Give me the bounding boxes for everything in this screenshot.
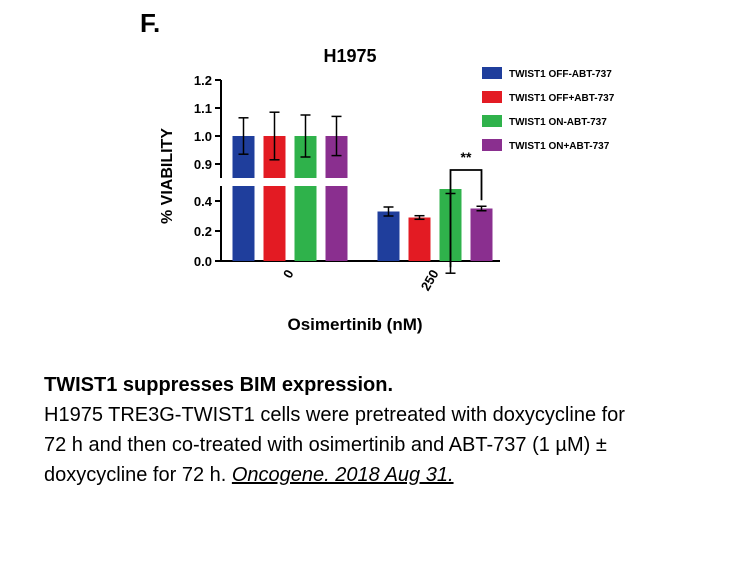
axis-break [213,179,500,185]
bar [377,211,400,261]
bar [232,186,255,261]
y-tick-label: 0.9 [194,157,212,172]
annotations: ** [449,149,483,268]
figure-caption: TWIST1 suppresses BIM expression. H1975 … [44,370,750,490]
bars [232,136,493,261]
bar-chart: H1975 % VIABILITY Osimertinib (nM) 0.0 0.… [159,46,615,334]
caption-line-3-text: doxycycline for 72 h. [44,464,232,486]
x-tick-label: 0 [280,267,297,281]
bar [263,186,286,261]
bar [325,136,348,178]
caption-title: TWIST1 suppresses BIM expression. [44,374,393,396]
bar [325,186,348,261]
bar [232,136,255,178]
x-tick-label: 250 [418,267,442,293]
caption-line-1: H1975 TRE3G-TWIST1 cells were pretreated… [44,404,625,426]
legend-label: TWIST1 OFF+ABT-737 [509,93,615,104]
bar [470,208,493,261]
significance-bracket [449,169,483,268]
legend: TWIST1 OFF-ABT-737 TWIST1 OFF+ABT-737 TWIS… [482,67,615,152]
legend-label: TWIST1 ON-ABT-737 [509,117,607,128]
chart-title: H1975 [323,46,376,66]
bar [408,217,431,261]
y-tick-label: 0.4 [194,194,213,209]
legend-label: TWIST1 OFF-ABT-737 [509,69,612,80]
legend-swatch [482,67,502,79]
legend-swatch [482,139,502,151]
y-tick-label: 0.2 [194,224,212,239]
legend-label: TWIST1 ON+ABT-737 [509,141,610,152]
y-axis-label: % VIABILITY [159,128,176,224]
citation-link[interactable]: Oncogene. 2018 Aug 31. [231,464,454,486]
bar [294,186,317,261]
legend-swatch [482,115,502,127]
caption-line-2: 72 h and then co-treated with osimertini… [44,434,607,456]
panel-label: F. [140,8,161,38]
x-axis-label: Osimertinib (nM) [287,315,422,334]
y-tick-label: 1.1 [194,101,212,116]
y-tick-label: 1.0 [194,129,212,144]
y-tick-label: 0.0 [194,254,212,269]
legend-swatch [482,91,502,103]
significance-label: ** [461,149,472,165]
caption-line-3: doxycycline for 72 h. Oncogene. 2018 Aug… [44,460,750,490]
y-tick-label: 1.2 [194,73,212,88]
